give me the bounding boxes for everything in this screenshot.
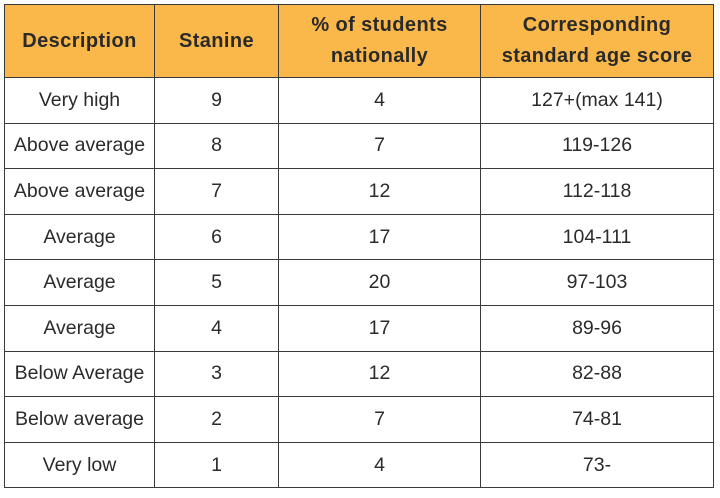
stanine-table: Description Stanine % of students nation… — [4, 4, 714, 489]
cell-percent: 4 — [278, 441, 481, 489]
cell-percent: 20 — [278, 259, 481, 306]
header-row: Description Stanine % of students nation… — [4, 4, 714, 78]
table-row: Below Average 3 12 82-88 — [4, 350, 714, 398]
cell-stanine: 3 — [154, 350, 279, 398]
table-row: Average 4 17 89-96 — [4, 304, 714, 352]
table-body: Very high 9 4 127+(max 141) Above averag… — [4, 77, 714, 489]
cell-stanine: 9 — [154, 77, 279, 124]
table-row: Very high 9 4 127+(max 141) — [4, 77, 714, 124]
header-stanine-line-1: Stanine — [178, 29, 255, 52]
table-row: Average 6 17 104-111 — [4, 213, 714, 261]
cell-score: 73- — [480, 441, 714, 489]
cell-description: Below average — [4, 396, 155, 443]
header-description-line-1: Description — [22, 29, 137, 52]
cell-percent: 12 — [278, 168, 481, 215]
table-row: Above average 8 7 119-126 — [4, 122, 714, 170]
header-percent-line-1: % of students — [311, 14, 448, 36]
cell-percent: 4 — [278, 77, 481, 124]
table-row: Below average 2 7 74-81 — [4, 396, 714, 443]
cell-stanine: 1 — [154, 441, 279, 489]
cell-score: 104-111 — [480, 213, 714, 261]
cell-description: Below Average — [4, 350, 155, 398]
cell-description: Average — [4, 304, 155, 352]
cell-stanine: 8 — [154, 122, 279, 170]
cell-score: 119-126 — [480, 122, 714, 170]
table-row: Very low 1 4 73- — [4, 441, 714, 489]
cell-score: 97-103 — [480, 259, 714, 306]
header-score-line-2: standard age score — [501, 45, 693, 67]
cell-description: Very low — [4, 441, 155, 489]
cell-stanine: 4 — [154, 304, 279, 352]
cell-score: 74-81 — [480, 396, 714, 443]
cell-description: Average — [4, 213, 155, 261]
cell-score: 127+(max 141) — [480, 77, 714, 124]
cell-percent: 12 — [278, 350, 481, 398]
cell-percent: 17 — [278, 304, 481, 352]
header-percent-line-2: nationally — [330, 45, 429, 67]
header-stanine: Stanine — [154, 4, 279, 78]
cell-percent: 7 — [278, 122, 481, 170]
cell-stanine: 5 — [154, 259, 279, 306]
cell-percent: 7 — [278, 396, 481, 443]
cell-description: Very high — [4, 77, 155, 124]
cell-description: Above average — [4, 122, 155, 170]
header-percent-students: % of students nationally — [278, 4, 481, 78]
header-score-line-1: Corresponding — [522, 14, 672, 36]
table-row: Above average 7 12 112-118 — [4, 168, 714, 215]
cell-stanine: 7 — [154, 168, 279, 215]
stanine-table-container: Description Stanine % of students nation… — [4, 4, 714, 489]
table-row: Average 5 20 97-103 — [4, 259, 714, 306]
cell-score: 89-96 — [480, 304, 714, 352]
table-header: Description Stanine % of students nation… — [4, 4, 714, 78]
cell-stanine: 2 — [154, 396, 279, 443]
cell-score: 82-88 — [480, 350, 714, 398]
header-description: Description — [4, 4, 155, 78]
cell-description: Above average — [4, 168, 155, 215]
cell-score: 112-118 — [480, 168, 714, 215]
header-standard-age-score: Corresponding standard age score — [480, 4, 714, 78]
cell-stanine: 6 — [154, 213, 279, 261]
cell-percent: 17 — [278, 213, 481, 261]
cell-description: Average — [4, 259, 155, 306]
